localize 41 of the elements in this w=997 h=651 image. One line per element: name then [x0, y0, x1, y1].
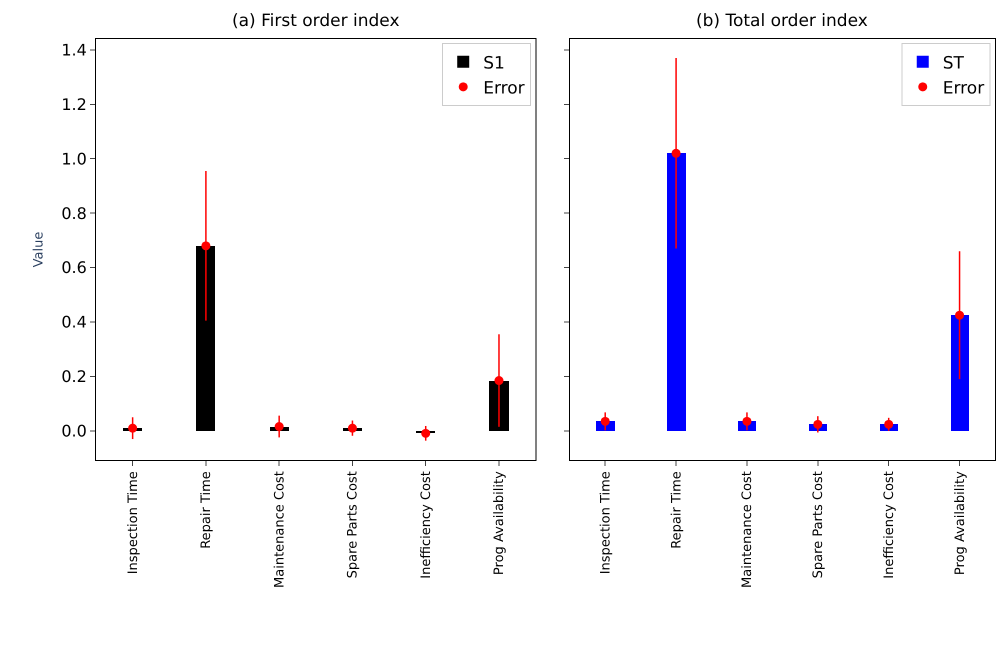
- point: [955, 310, 964, 320]
- y-tick-label: 0.4: [61, 312, 87, 332]
- x-tick-label: Spare Parts Cost: [811, 471, 826, 578]
- x-tick-label: Maintenance Cost: [272, 471, 288, 588]
- x-tick-label: Repair Time: [669, 471, 684, 549]
- x-tick-label: Maintenance Cost: [740, 471, 756, 588]
- chart-title: (b) Total order index: [696, 11, 868, 31]
- x-tick-label: Repair Time: [199, 471, 214, 549]
- y-tick-label: 0.8: [61, 204, 87, 223]
- x-tick-label: Spare Parts Cost: [346, 471, 361, 578]
- legend-label: Error: [483, 78, 525, 98]
- y-tick-label: 0.6: [61, 258, 87, 278]
- y-tick-label: 1.4: [61, 40, 87, 60]
- point: [672, 148, 681, 158]
- point: [348, 424, 357, 433]
- legend-label: S1: [483, 53, 505, 74]
- bar: [196, 246, 215, 431]
- x-tick-label: Inspection Time: [598, 471, 614, 574]
- y-tick-label: 0.2: [61, 367, 87, 386]
- point: [494, 376, 504, 386]
- point: [421, 428, 430, 438]
- y-tick-label: 1.2: [61, 94, 87, 114]
- point: [813, 420, 822, 429]
- x-tick-label: Inefficiency Cost: [882, 471, 897, 579]
- bar: [489, 381, 509, 431]
- legend-label: Error: [942, 78, 984, 98]
- chart-title: (a) First order index: [232, 11, 400, 31]
- bar: [950, 315, 969, 431]
- point: [884, 420, 894, 429]
- x-tick-label: Inefficiency Cost: [418, 471, 434, 579]
- y-axis-title: Value: [31, 232, 46, 268]
- point: [201, 241, 210, 250]
- x-tick-label: Inspection Time: [126, 471, 141, 574]
- x-tick-label: Prog Availability: [492, 470, 508, 576]
- point: [274, 422, 284, 432]
- point: [128, 424, 138, 433]
- legend-label: ST: [942, 53, 965, 74]
- y-tick-label: 1.0: [61, 149, 87, 168]
- bar: [666, 153, 686, 431]
- x-tick-label: Prog Availability: [952, 470, 968, 576]
- y-tick-label: 0.0: [61, 421, 87, 440]
